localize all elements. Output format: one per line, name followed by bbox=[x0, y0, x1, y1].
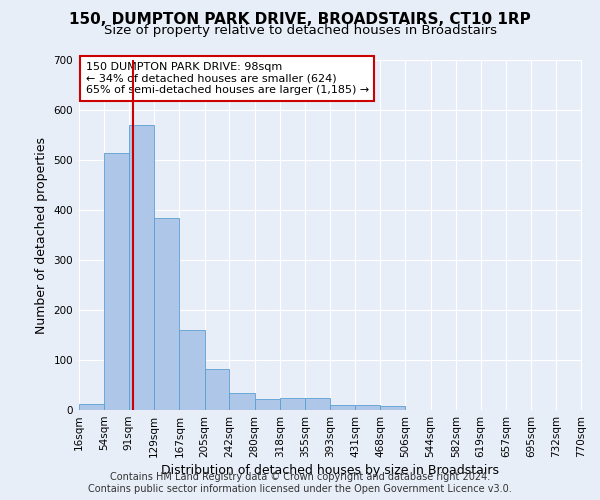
X-axis label: Distribution of detached houses by size in Broadstairs: Distribution of detached houses by size … bbox=[161, 464, 499, 477]
Bar bbox=[205, 369, 229, 410]
Bar bbox=[380, 406, 406, 410]
Bar bbox=[355, 405, 380, 410]
Text: 150 DUMPTON PARK DRIVE: 98sqm
← 34% of detached houses are smaller (624)
65% of : 150 DUMPTON PARK DRIVE: 98sqm ← 34% of d… bbox=[86, 62, 369, 95]
Y-axis label: Number of detached properties: Number of detached properties bbox=[35, 136, 48, 334]
Text: Contains HM Land Registry data © Crown copyright and database right 2024.
Contai: Contains HM Land Registry data © Crown c… bbox=[88, 472, 512, 494]
Bar bbox=[154, 218, 179, 410]
Bar bbox=[229, 392, 254, 410]
Bar bbox=[128, 125, 154, 410]
Bar bbox=[305, 398, 330, 410]
Bar bbox=[280, 398, 305, 410]
Text: 150, DUMPTON PARK DRIVE, BROADSTAIRS, CT10 1RP: 150, DUMPTON PARK DRIVE, BROADSTAIRS, CT… bbox=[69, 12, 531, 28]
Bar bbox=[179, 330, 205, 410]
Bar bbox=[79, 404, 104, 410]
Bar bbox=[254, 399, 280, 410]
Text: Size of property relative to detached houses in Broadstairs: Size of property relative to detached ho… bbox=[104, 24, 497, 37]
Bar bbox=[104, 152, 128, 410]
Bar bbox=[330, 405, 355, 410]
